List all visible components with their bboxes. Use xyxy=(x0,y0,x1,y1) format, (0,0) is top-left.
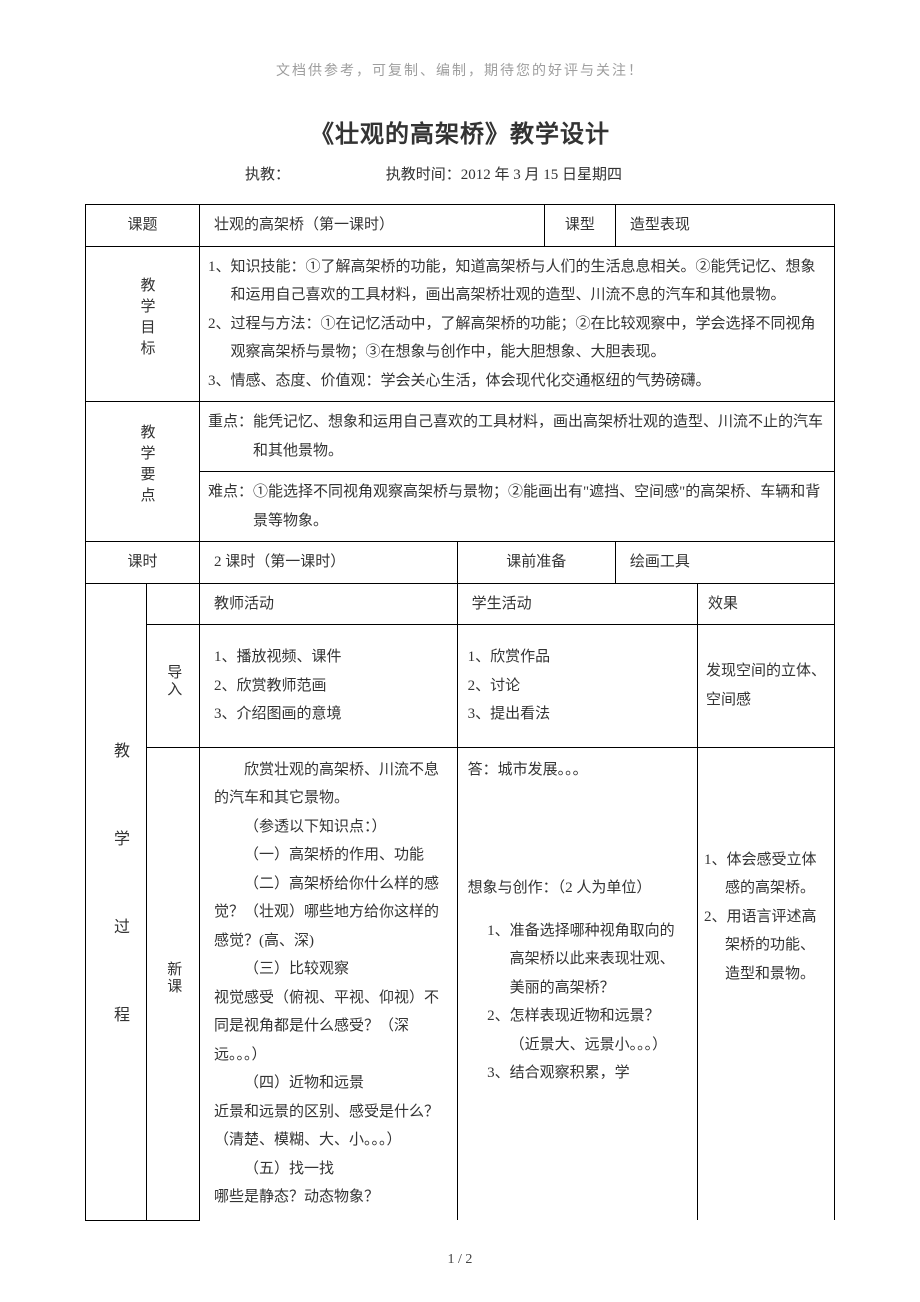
row-process-header: 教 学 过 程 教师活动 学生活动 效果 xyxy=(86,583,835,625)
nl-p2: （二）高架桥给你什么样的感觉？（壮观）哪些地方给你这样的感觉？(高、深) xyxy=(214,870,447,956)
nl-p3t: （三）比较观察 xyxy=(214,955,447,984)
stage-newlesson: 新课 xyxy=(159,961,188,995)
intro-teacher: 1、播放视频、课件 2、欣赏教师范画 3、介绍图画的意境 xyxy=(200,625,458,748)
col-teacher: 教师活动 xyxy=(200,583,458,625)
keypoint-nd: 难点：①能选择不同视角观察高架桥与景物；②能画出有"遮挡、空间感"的高架桥、车辆… xyxy=(200,472,835,542)
lesson-plan-table: 课题 壮观的高架桥（第一课时） 课型 造型表现 教学目标 1、知识技能：①了解高… xyxy=(85,204,835,1221)
teach-time-label: 执教时间： xyxy=(386,167,461,183)
goal-item-2: 2、过程与方法：①在记忆活动中，了解高架桥的功能；②在比较观察中，学会选择不同视… xyxy=(208,310,826,367)
intro-teacher-2: 2、欣赏教师范画 xyxy=(214,672,447,701)
nl-stu-1: 1、准备选择哪种视角取向的高架桥以此来表现壮观、美丽的高架桥？ xyxy=(468,917,689,1003)
page: 文档供参考，可复制、编制，期待您的好评与关注！ 《壮观的高架桥》教学设计 执教：… xyxy=(0,0,920,1302)
nl-eff-2: 2、用语言评述高架桥的功能、造型和景物。 xyxy=(704,903,828,989)
nl-eff-1: 1、体会感受立体感的高架桥。 xyxy=(704,846,828,903)
process-label: 教 学 过 程 xyxy=(94,712,138,1080)
prep-value: 绘画工具 xyxy=(615,542,834,584)
topic-value: 壮观的高架桥（第一课时） xyxy=(200,205,545,247)
prep-label: 课前准备 xyxy=(457,542,615,584)
goal-content: 1、知识技能：①了解高架桥的功能，知道高架桥与人们的生活息息相关。②能凭记忆、想… xyxy=(200,246,835,402)
intro-teacher-3: 3、介绍图画的意境 xyxy=(214,700,447,729)
row-goal: 教学目标 1、知识技能：①了解高架桥的功能，知道高架桥与人们的生活息息相关。②能… xyxy=(86,246,835,402)
keypoint-zd-text: 重点：能凭记忆、想象和运用自己喜欢的工具材料，画出高架桥壮观的造型、川流不止的汽… xyxy=(208,408,826,465)
row-period: 课时 2 课时（第一课时） 课前准备 绘画工具 xyxy=(86,542,835,584)
class-type-label: 课型 xyxy=(544,205,615,247)
nl-p5b: 哪些是静态？动态物象？ xyxy=(214,1183,447,1212)
period-label: 课时 xyxy=(86,542,200,584)
nl-stu-3: 3、结合观察积累，学 xyxy=(468,1059,689,1088)
teach-prefix: 执教： xyxy=(245,167,290,183)
nl-stu-2: 2、怎样表现近物和远景？（近景大、远景小。。。） xyxy=(468,1002,689,1059)
nl-teacher-hint: （参透以下知识点：） xyxy=(214,813,447,842)
document-title: 《壮观的高架桥》教学设计 xyxy=(85,114,835,149)
nl-stu-ans: 答：城市发展。。。 xyxy=(468,756,689,785)
goal-item-3: 3、情感、态度、价值观：学会关心生活，体会现代化交通枢纽的气势磅礴。 xyxy=(208,367,826,396)
row-topic: 课题 壮观的高架桥（第一课时） 课型 造型表现 xyxy=(86,205,835,247)
nl-p1: （一）高架桥的作用、功能 xyxy=(214,841,447,870)
goal-item-1: 1、知识技能：①了解高架桥的功能，知道高架桥与人们的生活息息相关。②能凭记忆、想… xyxy=(208,253,826,310)
teach-time-value: 2012 年 3 月 15 日星期四 xyxy=(461,167,622,183)
intro-student-1: 1、欣赏作品 xyxy=(468,643,687,672)
class-type-value: 造型表现 xyxy=(615,205,834,247)
intro-teacher-1: 1、播放视频、课件 xyxy=(214,643,447,672)
intro-effect: 发现空间的立体、空间感 xyxy=(698,625,835,748)
newlesson-effect: 1、体会感受立体感的高架桥。 2、用语言评述高架桥的功能、造型和景物。 xyxy=(698,747,835,1220)
nl-stu-plan-label: 想象与创作：（2 人为单位） xyxy=(468,874,689,903)
nl-p4b: 近景和远景的区别、感受是什么？（清楚、模糊、大、小。。。） xyxy=(214,1098,447,1155)
topic-label: 课题 xyxy=(86,205,200,247)
col-student: 学生活动 xyxy=(457,583,697,625)
keypoint-zd: 重点：能凭记忆、想象和运用自己喜欢的工具材料，画出高架桥壮观的造型、川流不止的汽… xyxy=(200,402,835,472)
keypoint-label: 教学要点 xyxy=(121,414,165,518)
intro-student-3: 3、提出看法 xyxy=(468,700,687,729)
row-newlesson: 新课 欣赏壮观的高架桥、川流不息的汽车和其它景物。 （参透以下知识点：） （一）… xyxy=(86,747,835,1220)
stage-intro: 导入 xyxy=(159,664,188,698)
row-intro: 导入 1、播放视频、课件 2、欣赏教师范画 3、介绍图画的意境 1、欣赏作品 2… xyxy=(86,625,835,748)
period-value: 2 课时（第一课时） xyxy=(200,542,458,584)
intro-student: 1、欣赏作品 2、讨论 3、提出看法 xyxy=(457,625,697,748)
intro-student-2: 2、讨论 xyxy=(468,672,687,701)
keypoint-nd-text: 难点：①能选择不同视角观察高架桥与景物；②能画出有"遮挡、空间感"的高架桥、车辆… xyxy=(208,478,826,535)
row-keypoint-zd: 教学要点 重点：能凭记忆、想象和运用自己喜欢的工具材料，画出高架桥壮观的造型、川… xyxy=(86,402,835,472)
nl-p4t: （四）近物和远景 xyxy=(214,1069,447,1098)
newlesson-teacher: 欣赏壮观的高架桥、川流不息的汽车和其它景物。 （参透以下知识点：） （一）高架桥… xyxy=(200,747,458,1220)
header-note: 文档供参考，可复制、编制，期待您的好评与关注！ xyxy=(85,60,835,80)
goal-label: 教学目标 xyxy=(121,267,165,371)
col-effect: 效果 xyxy=(698,583,835,625)
nl-p5t: （五）找一找 xyxy=(214,1155,447,1184)
newlesson-student: 答：城市发展。。。 想象与创作：（2 人为单位） 1、准备选择哪种视角取向的高架… xyxy=(457,747,697,1220)
nl-teacher-top: 欣赏壮观的高架桥、川流不息的汽车和其它景物。 xyxy=(214,756,447,813)
teach-info-line: 执教： 执教时间：2012 年 3 月 15 日星期四 xyxy=(85,163,835,184)
page-number: 1 / 2 xyxy=(0,1252,920,1268)
nl-p3b: 视觉感受（俯视、平视、仰视）不同是视角都是什么感受？（深远。。。） xyxy=(214,984,447,1070)
